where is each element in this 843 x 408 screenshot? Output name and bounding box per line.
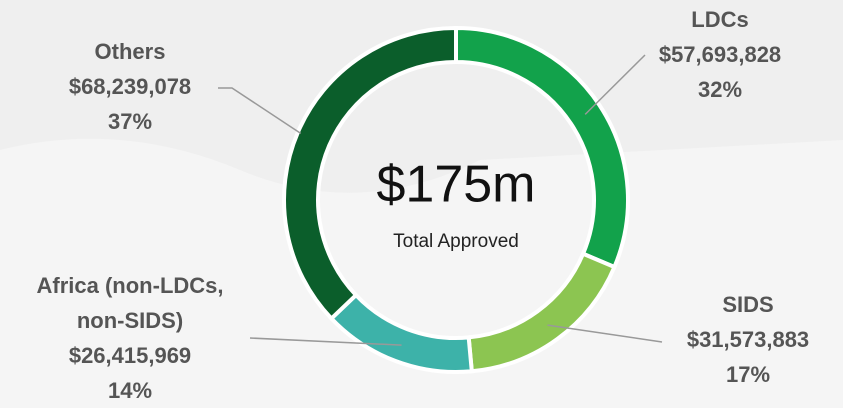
category-label: SIDS <box>722 292 774 317</box>
percent-label: 32% <box>697 77 743 102</box>
leader-line <box>218 87 302 135</box>
slice-label: SIDS $31,573,883 17% <box>660 287 836 392</box>
leader-line <box>249 337 402 346</box>
slice-label: Africa (non-LDCs, non-SIDS) $26,415,969 14… <box>15 268 245 408</box>
category-label: Others <box>94 39 166 64</box>
value-label: $68,239,078 <box>68 74 192 99</box>
map-background <box>0 138 843 408</box>
percent-label: 17% <box>725 362 771 387</box>
category-label: LDCs <box>691 7 749 32</box>
percent-label: 37% <box>107 109 153 134</box>
center-label: Total Approved <box>393 231 519 252</box>
value-label: $57,693,828 <box>658 42 782 67</box>
center-value: $175m <box>377 156 536 214</box>
donut-slice <box>282 25 458 322</box>
slice-label: Others $68,239,078 37% <box>40 34 220 139</box>
value-label: $31,573,883 <box>686 327 810 352</box>
value-label: $26,415,969 <box>68 343 192 368</box>
leader-line <box>547 324 663 343</box>
percent-label: 14% <box>107 378 153 403</box>
slice-label: LDCs $57,693,828 32% <box>640 2 800 107</box>
category-label: Africa (non-LDCs, non-SIDS) <box>36 273 224 333</box>
leader-line <box>584 54 646 115</box>
